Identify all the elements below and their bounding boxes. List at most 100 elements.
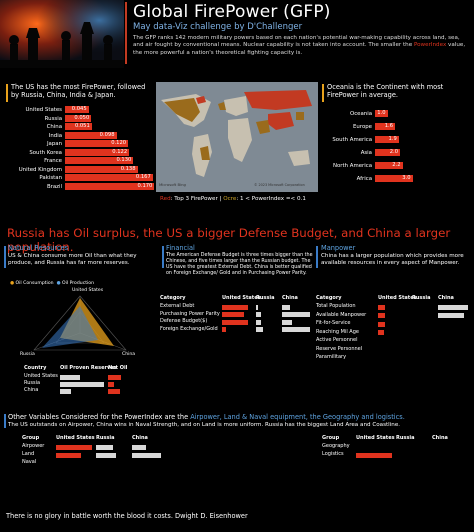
- natural-text: US & China consume more Oil than what th…: [8, 253, 137, 266]
- bar[interactable]: 2.0: [375, 149, 400, 156]
- table-bar[interactable]: [282, 304, 291, 310]
- table-header: Russia: [256, 295, 275, 301]
- natural-title: Natural Resources: [8, 244, 69, 252]
- map-europe[interactable]: [218, 102, 226, 110]
- radar-label-china: China: [122, 352, 136, 357]
- map-brazil[interactable]: [200, 146, 210, 160]
- page-title: Global FirePower (GFP): [133, 2, 331, 22]
- table-header: Russia: [96, 435, 115, 441]
- map-legend-red-text: : Top 3 FirePower |: [170, 196, 224, 202]
- table-bar[interactable]: [132, 452, 161, 458]
- table-bar[interactable]: [282, 312, 310, 317]
- table-bar[interactable]: [96, 444, 113, 450]
- table-bar[interactable]: [438, 313, 464, 318]
- oil-reserves-bar[interactable]: [60, 374, 80, 380]
- bar[interactable]: 0.050: [65, 114, 92, 122]
- table-header: Oil Proven Reserves: [60, 365, 117, 371]
- bar[interactable]: 2.2: [375, 162, 403, 169]
- bar[interactable]: 0.045: [65, 106, 89, 113]
- table-row-label: Reserve Personnel: [316, 345, 363, 352]
- table-header: Category: [160, 295, 186, 301]
- table-bar[interactable]: [56, 452, 82, 458]
- table-row-label: Foreign Exchange/Gold: [160, 325, 218, 332]
- map-russia[interactable]: [244, 90, 312, 110]
- bar[interactable]: 0.120: [65, 140, 129, 147]
- table-bar[interactable]: [256, 327, 264, 332]
- table-bar[interactable]: [222, 327, 226, 332]
- data-label: 0.051: [74, 123, 90, 129]
- bar[interactable]: 3.0: [375, 175, 413, 182]
- table-bar[interactable]: [378, 304, 385, 310]
- chart-row: India 0.098: [6, 131, 156, 141]
- map-china[interactable]: [268, 112, 294, 130]
- oil-reserves-bar[interactable]: [60, 388, 71, 394]
- bar-label: United States: [25, 107, 62, 113]
- table-bar[interactable]: [438, 304, 468, 310]
- table-bar[interactable]: [378, 313, 385, 318]
- net-oil-bar[interactable]: [108, 374, 121, 380]
- table-header: China: [432, 435, 448, 441]
- bar-label: Africa: [356, 176, 372, 182]
- table-bar[interactable]: [378, 321, 385, 327]
- world-map[interactable]: Microsoft Bing © 2023 Microsoft Corporat…: [156, 82, 318, 192]
- top-countries-accent: [6, 84, 8, 102]
- table-row-label: Fit-for-Service: [316, 320, 351, 326]
- map-us-red[interactable]: [196, 96, 206, 104]
- map-legend-ocre: Ocre: [223, 196, 237, 202]
- map-legend: Red: Top 3 FirePower | Ocre: 1 < PowerIn…: [160, 196, 306, 202]
- oil-reserves-bar[interactable]: [60, 381, 104, 387]
- bar[interactable]: 0.130: [65, 157, 134, 164]
- chart-row: Brazil 0.170: [6, 182, 156, 192]
- table-bar[interactable]: [56, 444, 92, 450]
- bar-label: Asia: [360, 150, 372, 156]
- bar[interactable]: 0.122: [65, 148, 130, 156]
- table-bar[interactable]: [256, 312, 261, 317]
- description-line-2c: value, the more powerful a nation's theo…: [133, 42, 466, 56]
- description-powerindex: PowerIndex: [413, 42, 447, 49]
- table-bar[interactable]: [256, 304, 259, 310]
- other-accent: [4, 414, 6, 428]
- map-us[interactable]: [164, 98, 200, 122]
- header-image: [0, 0, 124, 68]
- bar[interactable]: 0.170: [65, 182, 155, 190]
- net-oil-bar[interactable]: [108, 381, 114, 387]
- table-bar[interactable]: [256, 319, 261, 325]
- bar[interactable]: 0.167: [65, 174, 153, 181]
- map-india[interactable]: [256, 120, 270, 134]
- financial-accent: [162, 246, 164, 268]
- table-header: United States: [222, 295, 261, 301]
- table-bar[interactable]: [378, 330, 384, 335]
- data-label: 0.120: [111, 140, 127, 146]
- bar[interactable]: 1.9: [375, 136, 399, 143]
- table-bar[interactable]: [222, 304, 248, 310]
- oil-production-label: Oil Production: [61, 281, 95, 286]
- bar[interactable]: 0.051: [65, 123, 92, 130]
- table-bar[interactable]: [282, 319, 292, 325]
- bar-label: China: [46, 124, 62, 130]
- table-bar[interactable]: [356, 452, 392, 458]
- table-bar[interactable]: [132, 444, 147, 450]
- manpower-accent: [316, 246, 318, 268]
- bar[interactable]: 0.138: [65, 165, 138, 173]
- radar-label-us: United States: [72, 288, 104, 293]
- table-bar[interactable]: [96, 452, 117, 458]
- table-row-label: Paramilitary: [316, 354, 347, 360]
- table-bar[interactable]: [222, 312, 245, 317]
- bar-label: Pakistan: [39, 175, 62, 181]
- table-header: Group: [322, 435, 340, 441]
- net-oil-bar[interactable]: [108, 388, 120, 394]
- data-label: 0.050: [74, 114, 90, 121]
- bar-label: India: [48, 132, 62, 139]
- chart-row: Russia 0.050: [6, 114, 156, 124]
- data-label: 1.0: [377, 110, 386, 116]
- map-japan[interactable]: [296, 112, 304, 120]
- table-bar[interactable]: [222, 319, 248, 325]
- table-bar[interactable]: [282, 327, 310, 332]
- bar[interactable]: 1.0: [375, 110, 388, 117]
- table-row-label: Airpower: [22, 443, 45, 449]
- table-header: Category: [316, 295, 342, 301]
- table-header: Net Oil: [108, 365, 128, 371]
- bar[interactable]: 0.098: [65, 131, 117, 139]
- oil-production-dot: ●: [56, 281, 61, 286]
- bar[interactable]: 1.6: [375, 123, 395, 130]
